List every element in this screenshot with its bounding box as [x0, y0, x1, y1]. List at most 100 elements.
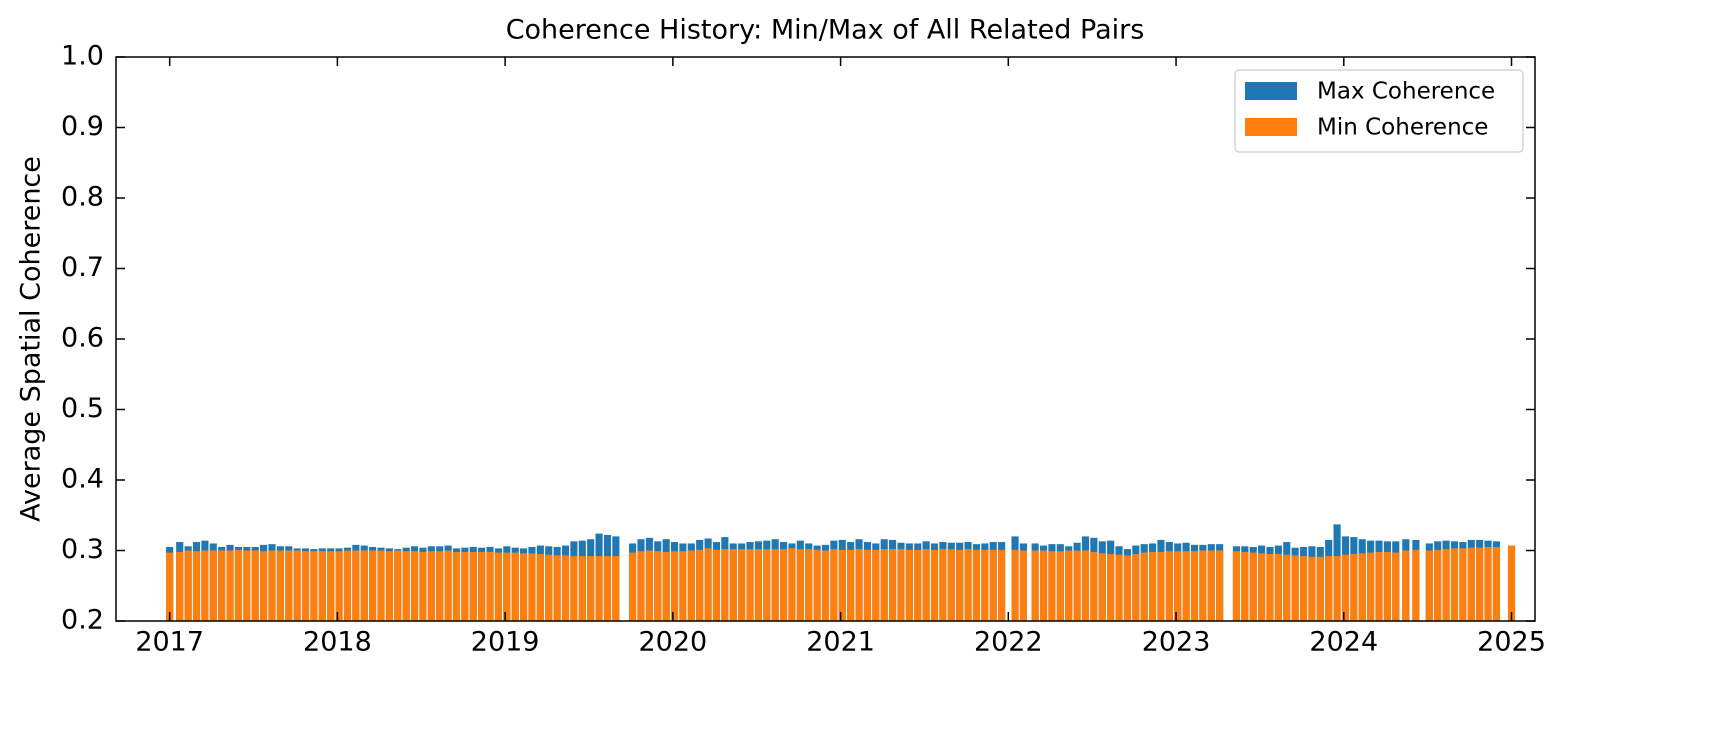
bar: [494, 552, 502, 621]
bar: [830, 549, 838, 621]
bar: [662, 551, 670, 621]
bar: [369, 550, 377, 621]
bar: [629, 552, 637, 621]
bar: [561, 555, 570, 621]
bar: [905, 549, 913, 621]
bar: [1157, 551, 1165, 621]
bar: [813, 549, 821, 621]
bar: [1174, 551, 1182, 621]
bar: [587, 556, 595, 621]
x-tick-label: 2019: [471, 627, 540, 658]
bar: [394, 550, 402, 621]
y-tick-label: 0.5: [61, 393, 104, 424]
bar: [385, 551, 393, 621]
bar: [771, 549, 779, 621]
bar: [746, 549, 754, 621]
bar: [1402, 550, 1410, 621]
legend-label: Min Coherence: [1317, 115, 1488, 141]
bar: [444, 550, 452, 621]
bar: [1048, 551, 1056, 621]
bar: [461, 551, 469, 621]
bar: [972, 549, 981, 621]
bar: [1266, 554, 1274, 621]
bar: [192, 551, 201, 621]
bar: [712, 549, 721, 621]
bar: [645, 550, 653, 621]
bar: [998, 549, 1006, 621]
bar: [847, 549, 855, 621]
bar: [897, 549, 905, 621]
bar: [570, 556, 578, 621]
bar: [738, 549, 746, 621]
bar: [536, 554, 544, 621]
bar: [360, 550, 368, 621]
bar: [352, 550, 360, 621]
bar: [1249, 552, 1257, 621]
legend-box: [1234, 69, 1524, 153]
bar: [603, 556, 612, 621]
y-tick-label: 0.4: [61, 464, 104, 495]
bar: [788, 548, 796, 621]
bar: [1425, 550, 1433, 621]
bar: [947, 549, 955, 621]
bar: [1333, 556, 1341, 621]
bar: [243, 550, 251, 621]
y-tick-label: 0.6: [61, 323, 104, 354]
chart-title: Coherence History: Min/Max of All Relate…: [506, 15, 1145, 46]
bar: [1090, 551, 1098, 621]
bar: [226, 550, 234, 621]
x-tick-label: 2020: [639, 627, 708, 658]
y-tick-label: 0.7: [61, 252, 104, 283]
bar: [1358, 553, 1366, 621]
bar: [1019, 550, 1027, 621]
bar: [1484, 546, 1492, 621]
y-tick-label: 1.0: [61, 41, 104, 72]
bar: [763, 549, 771, 621]
bar: [201, 550, 209, 621]
bar: [310, 551, 318, 621]
bar: [234, 549, 243, 621]
legend-swatch: [1245, 118, 1297, 136]
bar: [922, 549, 930, 621]
bar: [1081, 550, 1090, 621]
bar: [511, 552, 519, 621]
bar: [1140, 552, 1148, 621]
bar: [595, 556, 603, 621]
bar: [1507, 545, 1516, 621]
bar: [478, 551, 486, 621]
x-tick-label: 2023: [1142, 627, 1211, 658]
bar: [1149, 551, 1157, 621]
bar: [1216, 550, 1224, 621]
bar: [1098, 553, 1106, 621]
bar: [1107, 554, 1115, 621]
bar: [729, 549, 737, 621]
bar: [721, 549, 729, 621]
bar: [436, 551, 444, 621]
bar: [1476, 547, 1484, 621]
bar: [1341, 554, 1350, 621]
bar: [1350, 554, 1358, 621]
y-tick-label: 0.3: [61, 534, 104, 565]
bar: [1492, 546, 1500, 621]
bar: [260, 551, 268, 621]
bar: [184, 550, 192, 621]
bar: [863, 549, 871, 621]
bar: [964, 549, 972, 621]
bar: [805, 549, 813, 621]
bar: [796, 549, 804, 621]
bar: [780, 549, 788, 621]
bar: [1274, 554, 1282, 621]
bar: [1467, 547, 1475, 621]
x-tick-label: 2025: [1477, 627, 1546, 658]
bar: [553, 555, 561, 621]
bar: [1182, 551, 1190, 621]
x-tick-label: 2022: [974, 627, 1043, 658]
bar: [855, 549, 863, 621]
bar: [880, 549, 888, 621]
bar: [1367, 552, 1375, 621]
x-tick-label: 2018: [303, 627, 372, 658]
bar: [427, 551, 435, 621]
bar: [486, 551, 494, 621]
bar: [939, 549, 947, 621]
